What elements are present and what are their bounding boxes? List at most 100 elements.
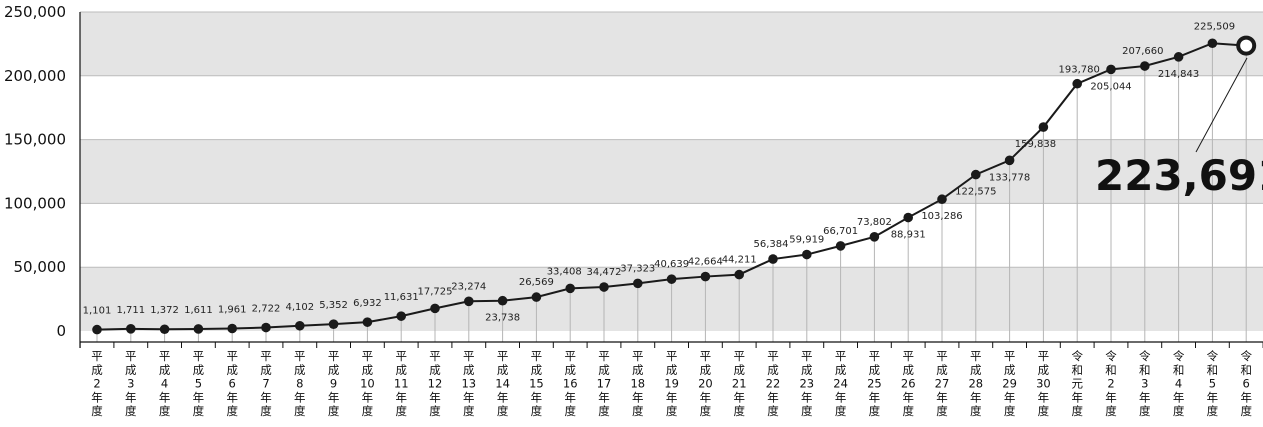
x-tick-label-glyph: 年: [1240, 390, 1252, 404]
x-tick-label-glyph: 令: [1207, 349, 1219, 363]
x-tick-label-glyph: 年: [1038, 390, 1050, 404]
data-point: [1072, 78, 1082, 89]
x-tick-label-glyph: 年: [1207, 390, 1219, 404]
x-tick-label-glyph: 成: [902, 363, 914, 377]
x-tick-label-glyph: 年: [294, 390, 306, 404]
x-tick-label-glyph: 和: [1071, 363, 1083, 377]
data-point: [565, 283, 575, 294]
x-tick-label-glyph: 和: [1240, 363, 1252, 377]
x-tick-label-glyph: 成: [294, 363, 306, 377]
x-tick-label-glyph: 年: [666, 390, 678, 404]
x-tick-label-glyph: 度: [328, 404, 340, 418]
x-tick-label-glyph: 度: [1207, 404, 1219, 418]
x-tick-label-glyph: 3: [127, 377, 134, 391]
x-tick-label-glyph: 17: [597, 377, 612, 391]
x-tick-label-glyph: 年: [733, 390, 745, 404]
x-tick-label-glyph: 年: [970, 390, 982, 404]
x-tick-label-glyph: 平: [835, 349, 847, 363]
x-tick-label-glyph: 度: [598, 404, 610, 418]
x-tick-label-glyph: 度: [869, 404, 881, 418]
data-point: [295, 320, 305, 331]
x-tick-label-glyph: 平: [260, 349, 272, 363]
data-label: 56,384: [754, 239, 789, 250]
x-tick-label-glyph: 度: [936, 404, 948, 418]
x-tick-label-glyph: 度: [970, 404, 982, 418]
x-tick-label-glyph: 21: [732, 377, 747, 391]
x-tick-label-glyph: 令: [1139, 349, 1151, 363]
x-tick-label-glyph: 平: [632, 349, 644, 363]
drop-lines: [96, 43, 1247, 342]
x-tick-label-glyph: 度: [564, 404, 576, 418]
x-tick-label-glyph: 度: [429, 404, 441, 418]
x-tick-label-glyph: 和: [1173, 363, 1185, 377]
y-tick-label: 50,000: [14, 258, 67, 276]
band: [80, 139, 1263, 204]
x-tick-label-glyph: 令: [1240, 349, 1252, 363]
data-point: [1106, 64, 1116, 75]
x-tick-label-glyph: 年: [564, 390, 576, 404]
y-tick-label: 250,000: [4, 3, 66, 21]
x-tick-label-glyph: 平: [666, 349, 678, 363]
x-tick-label-glyph: 成: [531, 363, 543, 377]
data-label: 103,286: [921, 211, 962, 222]
x-tick-label-glyph: 度: [1004, 404, 1016, 418]
x-tick-label-glyph: 度: [159, 404, 171, 418]
data-point: [159, 324, 170, 335]
x-tick-label-glyph: 29: [1002, 377, 1017, 391]
x-tick-label-glyph: 年: [936, 390, 948, 404]
x-tick-label-glyph: 度: [362, 404, 374, 418]
callout-leader-line: [1195, 57, 1248, 153]
x-tick-label-glyph: 成: [1004, 363, 1016, 377]
data-point: [835, 241, 846, 251]
x-tick-label-glyph: 度: [260, 404, 272, 418]
x-tick-label-glyph: 24: [833, 377, 848, 391]
x-tick-label-glyph: 成: [936, 363, 948, 377]
x-tick-label-glyph: 28: [968, 377, 983, 391]
x-tick-label-glyph: 年: [497, 390, 509, 404]
data-point: [362, 317, 373, 327]
x-tick-label-glyph: 年: [125, 390, 137, 404]
x-tick-label-glyph: 8: [296, 377, 303, 391]
data-point: [971, 169, 981, 180]
x-tick-label-glyph: 年: [1071, 390, 1083, 404]
x-tick-label-glyph: 平: [159, 349, 171, 363]
x-tick-label-glyph: 20: [698, 377, 713, 391]
x-tick-label-glyph: 成: [632, 363, 644, 377]
x-tick-label-glyph: 平: [226, 349, 238, 363]
x-tick-label-glyph: 成: [835, 363, 847, 377]
x-tick-label-glyph: 年: [193, 390, 205, 404]
x-tick-label-glyph: 平: [531, 349, 543, 363]
x-tick-label-glyph: 元: [1071, 377, 1083, 391]
x-tick-label-glyph: 平: [497, 349, 509, 363]
x-tick-label-glyph: 5: [1209, 377, 1216, 391]
x-tick-label-glyph: 度: [1139, 404, 1151, 418]
x-tick-label-glyph: 度: [801, 404, 813, 418]
x-tick-label-glyph: 度: [767, 404, 779, 418]
x-tick-label-glyph: 度: [1105, 404, 1117, 418]
x-tick-label-glyph: 成: [497, 363, 509, 377]
x-tick-label-glyph: 度: [193, 404, 205, 418]
data-label: 73,802: [857, 217, 892, 228]
x-tick-label-glyph: 和: [1105, 363, 1117, 377]
x-tick-label-glyph: 9: [330, 377, 337, 391]
x-tick-label-glyph: 度: [395, 404, 407, 418]
x-tick-label-glyph: 成: [564, 363, 576, 377]
x-tick-label-glyph: 成: [666, 363, 678, 377]
x-tick-label-glyph: 平: [294, 349, 306, 363]
data-label: 159,838: [1015, 139, 1056, 150]
data-point: [1038, 122, 1049, 132]
x-tick-label-glyph: 15: [529, 377, 544, 391]
data-point: [700, 271, 711, 282]
